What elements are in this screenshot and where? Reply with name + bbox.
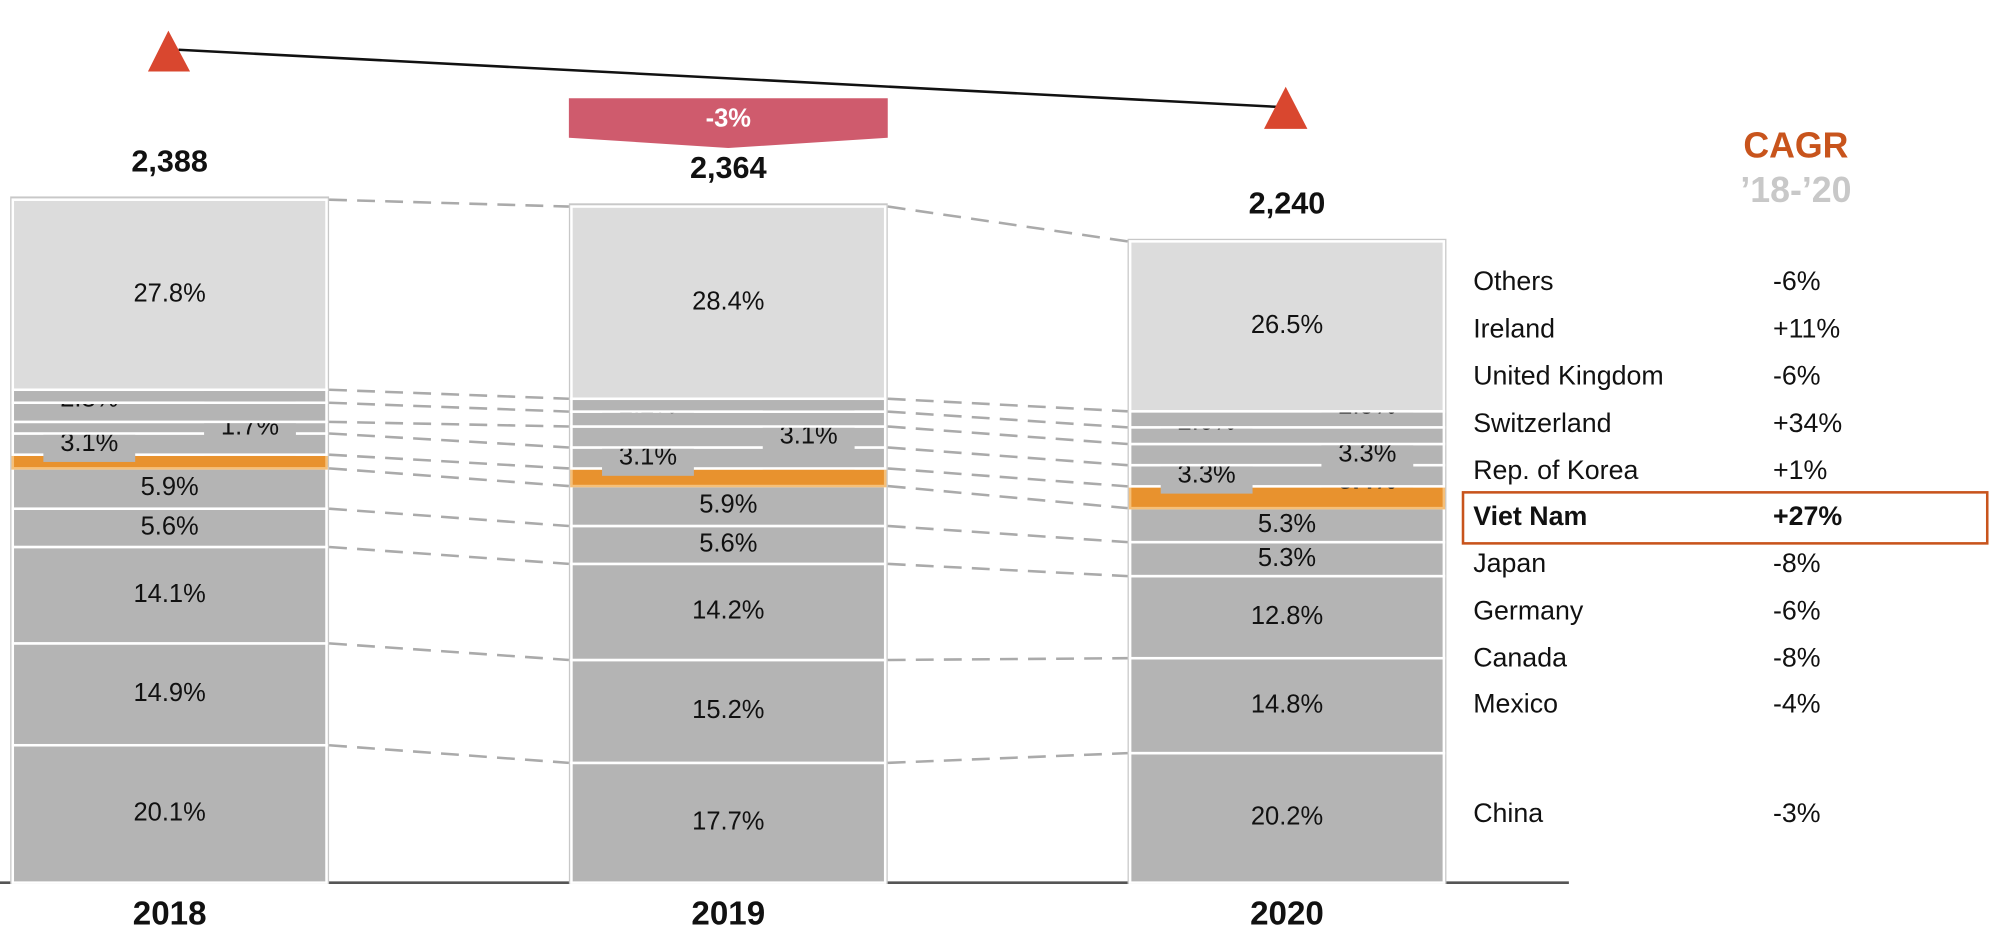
- connector: [329, 401, 569, 413]
- connector: [887, 484, 1128, 510]
- segment-label: 14.2%: [692, 597, 764, 625]
- legend-label: Mexico: [1473, 688, 1558, 718]
- change-label: -3%: [706, 105, 751, 133]
- connector: [328, 642, 569, 662]
- bar-segment: [1128, 540, 1446, 578]
- bar-segment: [570, 658, 887, 765]
- connector: [329, 453, 569, 470]
- trend-marker: [147, 30, 191, 72]
- bar-segment: [1128, 506, 1446, 544]
- bar-segment: [1128, 240, 1446, 413]
- bar-segment: [11, 467, 328, 510]
- connector: [887, 751, 1128, 765]
- connector: [887, 467, 1128, 488]
- cagr-label: +1%: [1773, 455, 1827, 485]
- bar-segment: [570, 562, 887, 662]
- bar-segment: [570, 205, 887, 401]
- segment-label: 5.9%: [699, 491, 757, 519]
- legend-label: Rep. of Korea: [1473, 455, 1638, 485]
- cagr-label: -3%: [1773, 798, 1821, 828]
- segment-label: 17.7%: [692, 808, 764, 836]
- change-banner: [568, 98, 888, 148]
- bar-segment: [11, 743, 328, 884]
- connector: [329, 420, 569, 428]
- segment-label: 5.3%: [1258, 510, 1316, 538]
- segment-label: 20.2%: [1251, 803, 1323, 831]
- connector: [887, 397, 1128, 413]
- cagr-label: -4%: [1773, 688, 1821, 718]
- segment-label: 28.4%: [692, 287, 764, 315]
- bar-segment: [11, 545, 328, 645]
- connector: [887, 524, 1128, 544]
- legend-label: Switzerland: [1473, 408, 1611, 438]
- total-label: 2,240: [1249, 187, 1326, 221]
- segment-label: 5.3%: [1258, 544, 1316, 572]
- bar-segment: [11, 642, 328, 747]
- legend-label: Japan: [1473, 548, 1546, 578]
- legend-label: Ireland: [1473, 313, 1555, 343]
- legend-label: United Kingdom: [1473, 361, 1663, 391]
- cagr-label: +27%: [1773, 501, 1842, 531]
- trend-line: [178, 48, 1284, 109]
- connector: [328, 467, 569, 488]
- connector: [328, 507, 569, 528]
- connector: [887, 425, 1128, 446]
- segment-label: 14.1%: [133, 580, 205, 608]
- connector: [887, 205, 1128, 243]
- cagr-title: CAGR: [1743, 125, 1848, 165]
- x-tick-label: 2020: [1250, 896, 1324, 933]
- connector: [329, 198, 569, 208]
- segment-label: 5.9%: [141, 473, 199, 501]
- cagr-label: -6%: [1773, 361, 1821, 391]
- bar-segment: [11, 198, 328, 392]
- connector: [887, 446, 1128, 467]
- connector: [887, 656, 1128, 662]
- connector: [887, 562, 1128, 578]
- bar-segment: [1128, 751, 1446, 884]
- cagr-label: +34%: [1773, 408, 1842, 438]
- x-tick-label: 2019: [691, 896, 765, 933]
- cagr-label: -6%: [1773, 595, 1821, 625]
- legend-label: Others: [1473, 266, 1553, 296]
- segment-label: 14.8%: [1251, 690, 1323, 718]
- segment-label: 5.6%: [141, 513, 199, 541]
- connector: [328, 743, 569, 765]
- cagr-label: -8%: [1773, 548, 1821, 578]
- segment-label: 5.6%: [699, 530, 757, 558]
- connector: [329, 432, 569, 449]
- connector: [887, 410, 1128, 429]
- highlight-box: [1461, 491, 1989, 545]
- total-label: 2,364: [690, 151, 767, 185]
- cagr-label: -8%: [1773, 643, 1821, 673]
- trend-marker: [1264, 86, 1308, 129]
- legend-label: Germany: [1473, 595, 1584, 625]
- legend-label: Canada: [1473, 643, 1567, 673]
- segment-label: 26.5%: [1251, 311, 1323, 339]
- bar-segment: [570, 761, 887, 884]
- connector: [329, 388, 569, 401]
- bar-segment: [570, 524, 887, 566]
- segment-label: 20.1%: [133, 799, 205, 827]
- segment-label: 27.8%: [133, 279, 205, 307]
- bar-segment: [1128, 574, 1446, 660]
- legend-label: Viet Nam: [1473, 501, 1587, 531]
- x-tick-label: 2018: [133, 896, 207, 933]
- legend-label: China: [1473, 798, 1543, 828]
- segment-label: 12.8%: [1251, 602, 1323, 630]
- cagr-label: -6%: [1773, 266, 1821, 296]
- connector: [328, 545, 569, 566]
- segment-label: 14.9%: [133, 679, 205, 707]
- cagr-label: +11%: [1773, 313, 1840, 343]
- total-label: 2,388: [131, 144, 208, 178]
- cagr-period: ’18-’20: [1740, 170, 1851, 210]
- segment-label: 15.2%: [692, 696, 764, 724]
